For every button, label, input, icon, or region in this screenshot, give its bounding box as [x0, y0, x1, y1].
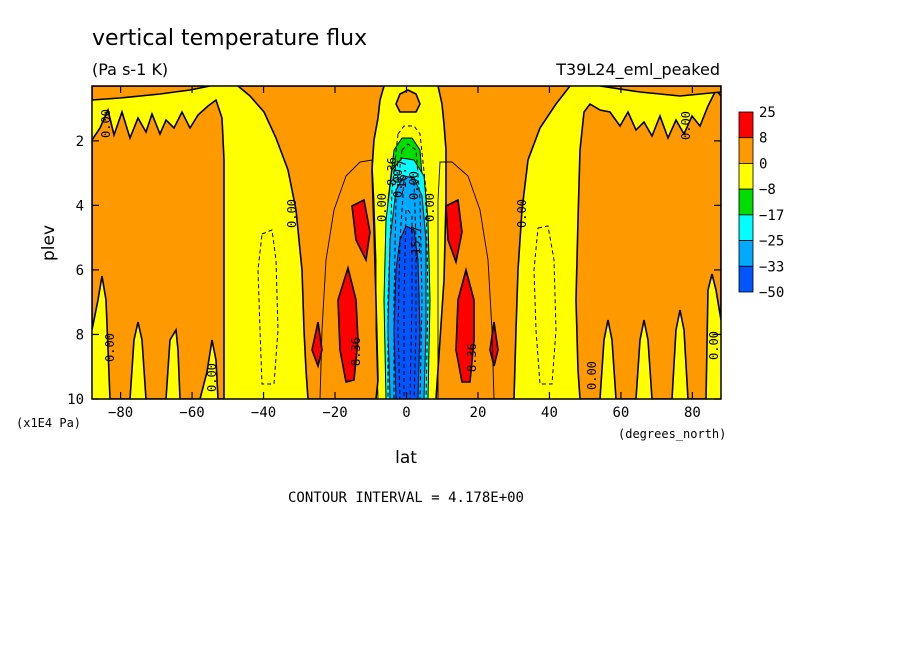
contour-label: 0.00	[407, 171, 421, 200]
legend-swatch	[738, 214, 754, 241]
region-positive-top-center	[395, 89, 421, 113]
x-tick-label: 0	[402, 405, 410, 421]
chart-title: vertical temperature flux	[92, 26, 367, 51]
legend-label: 25	[759, 105, 776, 121]
x-units-label: (degrees_north)	[618, 427, 726, 441]
legend-swatch	[738, 240, 754, 267]
y-units-label: (x1E4 Pa)	[16, 416, 81, 430]
negative-contours	[257, 125, 557, 399]
legend-label: −50	[759, 285, 784, 301]
region-positive-top-right-2	[599, 86, 721, 97]
contour-label: 0.00	[205, 363, 219, 392]
contour-labels: 0.00 0.00 0.00 0.00 0.00 0.00 0.00 0.00 …	[99, 109, 721, 392]
contour-label: 0.00	[515, 199, 529, 228]
x-tick-label: −60	[179, 405, 204, 421]
region-strong-positive-5	[455, 266, 475, 383]
legend-swatch	[738, 265, 754, 293]
legend-label: −8	[759, 182, 776, 198]
legend-swatch	[738, 188, 754, 216]
x-tick-label: −80	[108, 405, 133, 421]
contour-label: -15.7	[409, 226, 423, 262]
contour-label: 0.00	[679, 111, 693, 140]
legend-label: 0	[759, 156, 767, 172]
legend-swatch	[738, 163, 754, 190]
chart-units: (Pa s-1 K)	[92, 60, 168, 79]
contour-label: -16.7	[395, 160, 409, 196]
contour-label: 0.00	[103, 333, 117, 362]
region-strong-positive-3	[311, 321, 323, 369]
region-strong-positive-1	[351, 198, 371, 263]
contour-label: 0.00	[423, 193, 437, 222]
x-tick-label: 80	[684, 405, 701, 421]
y-tick-label: 4	[76, 198, 84, 214]
contour-label: 0.00	[375, 193, 389, 222]
contour-label: 0.00	[391, 169, 405, 198]
contour-label: 8.36	[465, 343, 479, 372]
contour-label: 0.00	[707, 331, 721, 360]
contour-label: 0.00	[99, 109, 113, 138]
y-tick-label: 6	[76, 263, 84, 279]
x-tick-label: 60	[613, 405, 630, 421]
legend-swatch	[738, 111, 754, 139]
y-axis: 2 4 6 8 10	[67, 134, 721, 408]
region-strongest-negative-core	[393, 225, 421, 399]
contour-label: 0.00	[585, 361, 599, 390]
y-axis-title: plev	[39, 225, 59, 261]
region-positive-left-outer	[92, 98, 225, 399]
x-axis-title: lat	[395, 448, 417, 468]
legend-label: 8	[759, 131, 767, 147]
y-tick-label: 2	[76, 134, 84, 150]
contour-label: 8.36	[349, 337, 363, 366]
x-tick-label: 20	[470, 405, 487, 421]
x-tick-label: −20	[322, 405, 347, 421]
x-axis: −80 −60 −40 −20 0 20 40 60 80	[108, 86, 701, 421]
color-legend: 25 8 0 −8 −17 −25 −33 −50	[738, 105, 784, 301]
plot-area: 0.00 0.00 0.00 0.00 0.00 0.00 0.00 0.00 …	[92, 86, 721, 399]
region-positive-top-left	[92, 86, 211, 101]
thin-contours	[319, 159, 495, 399]
contour-label: 8.36	[385, 157, 399, 186]
y-tick-label: 8	[76, 327, 84, 343]
contour-interval: CONTOUR INTERVAL = 4.178E+00	[288, 490, 524, 506]
x-tick-label: 40	[541, 405, 558, 421]
region-positive-right-outer	[575, 88, 721, 399]
y-tick-label: 10	[67, 392, 84, 408]
x-tick-label: −40	[251, 405, 276, 421]
legend-label: −33	[759, 259, 784, 275]
region-strong-positive-2	[337, 265, 359, 383]
contour-label: 0.00	[285, 199, 299, 228]
dataset-label: T39L24_eml_peaked	[555, 60, 720, 80]
region-strong-positive-4	[445, 198, 463, 265]
legend-swatch	[738, 137, 754, 164]
legend-label: −25	[759, 234, 784, 250]
legend-label: −17	[759, 208, 784, 224]
